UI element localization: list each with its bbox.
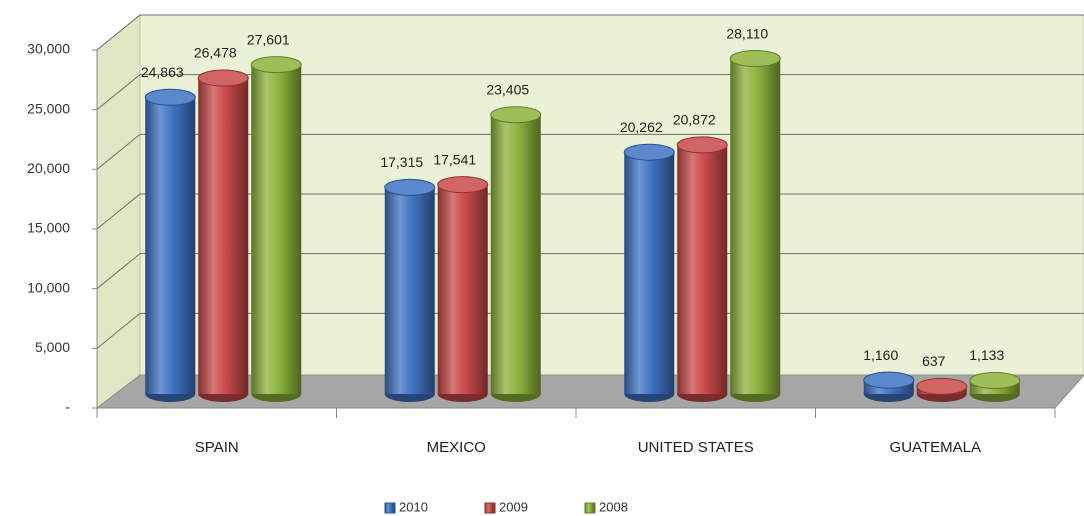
y-tick-label: 25,000 xyxy=(27,100,70,116)
data-label: 24,863 xyxy=(141,64,184,80)
bar-body xyxy=(677,144,728,394)
x-tick-label: GUATEMALA xyxy=(890,439,981,456)
y-tick-label: 20,000 xyxy=(27,160,70,176)
legend-label: 2008 xyxy=(599,499,628,514)
bar-body xyxy=(490,114,541,395)
bar xyxy=(437,176,489,402)
bar xyxy=(676,136,728,402)
bar-body xyxy=(384,187,435,394)
bar-body xyxy=(730,58,781,394)
bar-top xyxy=(969,371,1021,389)
bar xyxy=(916,377,968,402)
bar-body xyxy=(251,64,302,395)
x-tick-label: MEXICO xyxy=(427,439,486,456)
data-label: 27,601 xyxy=(247,31,290,47)
bar xyxy=(623,143,675,402)
data-label: 20,872 xyxy=(673,112,716,128)
y-tick-label: 30,000 xyxy=(27,41,70,57)
legend-label: 2010 xyxy=(399,499,428,514)
y-tick-label: 5,000 xyxy=(35,339,70,355)
legend-swatch xyxy=(584,502,596,514)
data-label: 26,478 xyxy=(194,45,237,61)
x-tick-label: UNITED STATES xyxy=(638,439,754,456)
bar-top xyxy=(144,88,196,106)
bar xyxy=(863,371,915,402)
legend-swatch xyxy=(384,502,396,514)
bar-top xyxy=(916,377,968,395)
bar xyxy=(144,88,196,402)
bar-body xyxy=(145,97,196,394)
data-label: 17,315 xyxy=(380,154,423,170)
data-label: 1,160 xyxy=(863,347,898,363)
bar xyxy=(490,106,542,402)
bar-top xyxy=(490,106,542,124)
bar-top xyxy=(437,176,489,194)
data-label: 637 xyxy=(922,353,946,369)
legend-label: 2009 xyxy=(499,499,528,514)
bar xyxy=(384,178,436,402)
grid-line xyxy=(96,14,1084,51)
y-tick-label: 15,000 xyxy=(27,220,70,236)
bar-top xyxy=(384,178,436,196)
bar-top xyxy=(676,136,728,154)
bar-top xyxy=(197,69,249,87)
y-tick-label: 10,000 xyxy=(27,279,70,295)
y-tick-label: - xyxy=(65,399,70,415)
bar xyxy=(197,69,249,402)
data-label: 20,262 xyxy=(620,119,663,135)
bar-top xyxy=(863,371,915,389)
data-label: 23,405 xyxy=(486,81,529,97)
bar-body xyxy=(437,184,488,394)
bar xyxy=(729,50,781,402)
bar-top xyxy=(729,50,781,68)
data-label: 1,133 xyxy=(969,347,1004,363)
bar-top xyxy=(623,143,675,161)
bar-top xyxy=(250,56,302,74)
bar xyxy=(969,371,1021,402)
legend-swatch xyxy=(484,502,496,514)
data-label: 28,110 xyxy=(726,25,768,41)
bar-body xyxy=(198,78,249,394)
data-label: 17,541 xyxy=(433,151,476,167)
bar xyxy=(250,56,302,402)
bar-body xyxy=(624,152,675,394)
x-tick-label: SPAIN xyxy=(195,439,239,456)
